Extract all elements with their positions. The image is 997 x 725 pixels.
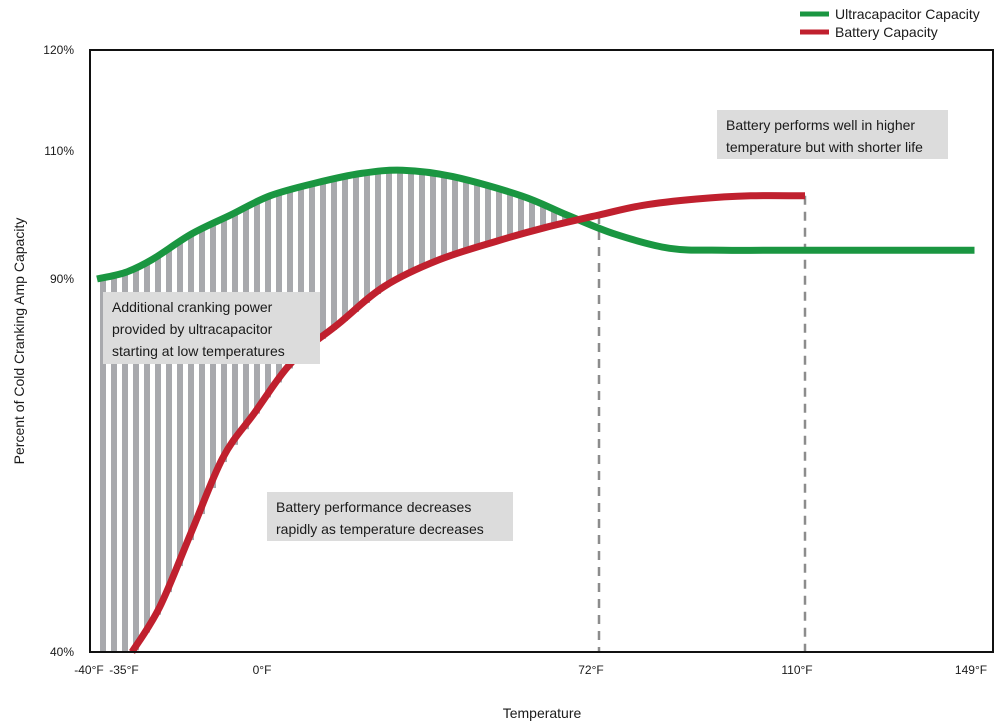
annotation-box: Additional cranking power provided by ult… xyxy=(103,292,320,364)
shade-stripe xyxy=(474,182,480,249)
x-tick-label: -35°F xyxy=(109,663,138,677)
shade-stripe xyxy=(496,188,502,242)
annotation-line: Battery performance decreases xyxy=(276,499,471,515)
shade-stripe xyxy=(276,194,282,383)
shade-stripe xyxy=(364,173,370,303)
shade-stripe xyxy=(298,187,304,357)
annotation-background xyxy=(717,110,948,159)
annotation-line: provided by ultracapacitor xyxy=(112,321,273,337)
y-tick-label: 120% xyxy=(43,43,74,57)
annotation-box: Battery performance decreases rapidly as … xyxy=(267,492,513,541)
shade-stripe xyxy=(441,175,447,260)
reference-lines xyxy=(597,195,807,652)
shade-stripe xyxy=(507,191,513,239)
series-lines xyxy=(96,166,975,654)
shade-stripe xyxy=(386,171,392,286)
legend-label: Ultracapacitor Capacity xyxy=(835,6,980,22)
annotation-background xyxy=(103,292,320,364)
x-tick-label: 72°F xyxy=(578,663,603,677)
shade-stripe xyxy=(331,179,337,330)
x-tick-label: -40°F xyxy=(74,663,103,677)
shade-stripe xyxy=(540,203,546,229)
annotation-line: Additional cranking power xyxy=(112,299,273,315)
shade-stripe xyxy=(320,182,326,339)
shade-stripe xyxy=(518,194,524,236)
annotation-background xyxy=(267,492,513,541)
shade-stripe xyxy=(342,177,348,321)
shade-stripe xyxy=(122,273,128,652)
annotation-line: temperature but with shorter life xyxy=(726,139,923,155)
shade-stripe xyxy=(397,170,403,280)
x-axis-title: Temperature xyxy=(503,705,582,721)
plot-frame xyxy=(89,49,994,653)
annotations: Additional cranking power provided by ult… xyxy=(103,110,948,541)
annotation-line: starting at low temperatures xyxy=(112,343,285,359)
x-tick-label: 0°F xyxy=(253,663,272,677)
y-tick-label: 40% xyxy=(50,645,74,659)
shade-stripe xyxy=(551,208,557,227)
battery-line xyxy=(129,192,806,654)
shade-stripe xyxy=(452,176,458,256)
shade-stripe xyxy=(562,212,568,224)
shade-stripe xyxy=(353,175,359,312)
x-tick-label: 110°F xyxy=(781,663,812,677)
shade-stripe xyxy=(485,185,491,245)
shade-stripe xyxy=(144,263,150,633)
y-axis-title: Percent of Cold Cranking Amp Capacity xyxy=(11,218,27,465)
shade-stripe xyxy=(166,250,172,593)
x-tick-labels: -40°F -35°F 0°F 72°F 110°F 149°F xyxy=(74,663,987,677)
shade-stripe xyxy=(463,179,469,253)
y-tick-label: 110% xyxy=(44,144,74,158)
shade-stripe xyxy=(199,230,205,515)
shade-stripe xyxy=(419,172,425,270)
shade-stripe xyxy=(529,199,535,233)
ultracapacitor-line xyxy=(96,166,975,283)
shade-stripe xyxy=(133,269,139,651)
y-tick-label: 90% xyxy=(50,272,74,286)
x-tick-label: 149°F xyxy=(955,663,987,677)
shade-stripe xyxy=(188,236,194,541)
shade-stripe xyxy=(155,257,161,615)
legend: Ultracapacitor Capacity Battery Capacity xyxy=(800,6,980,40)
shade-stripe xyxy=(375,172,381,294)
shade-stripe xyxy=(111,275,117,652)
shade-stripe xyxy=(430,173,436,265)
y-tick-labels: 40% 90% 110% 120% xyxy=(43,43,74,659)
shade-stripe xyxy=(309,184,315,348)
shade-stripe xyxy=(408,170,414,275)
annotation-box: Battery performs well in higher temperatu… xyxy=(717,110,948,159)
annotation-line: rapidly as temperature decreases xyxy=(276,521,484,537)
shade-stripe xyxy=(287,191,293,369)
shade-stripe xyxy=(177,243,183,567)
shade-stripe xyxy=(100,278,106,652)
legend-label: Battery Capacity xyxy=(835,24,938,40)
annotation-line: Battery performs well in higher xyxy=(726,117,915,133)
